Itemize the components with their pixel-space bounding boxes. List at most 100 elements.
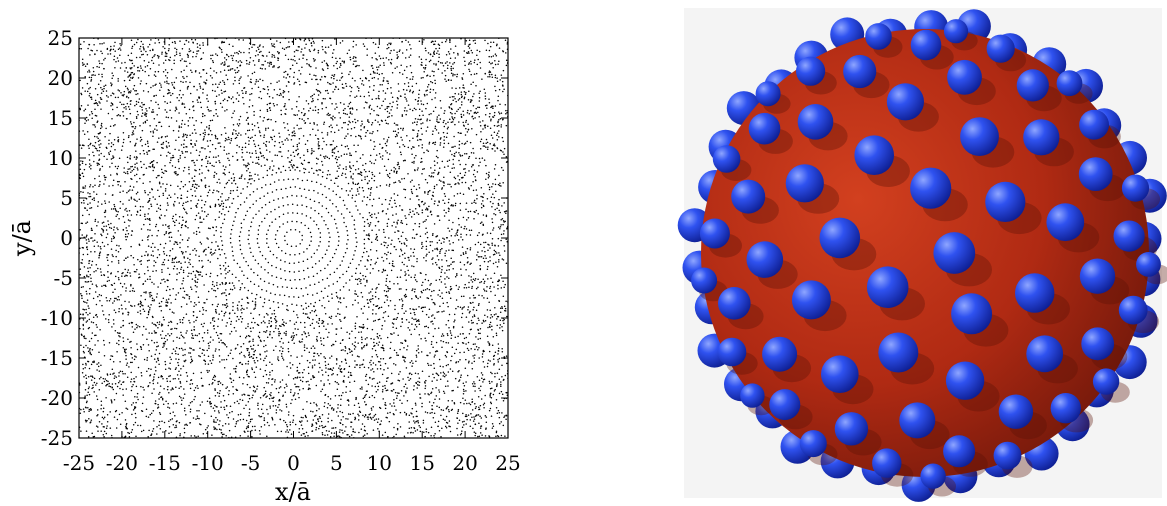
data-point — [161, 51, 163, 54]
data-point — [505, 300, 507, 303]
data-point — [212, 339, 214, 341]
data-point — [479, 140, 482, 143]
data-point — [246, 117, 249, 120]
data-point — [352, 46, 354, 48]
data-point — [255, 152, 257, 154]
data-point — [220, 63, 222, 65]
data-point — [117, 165, 120, 168]
data-point — [226, 305, 229, 307]
data-point — [235, 276, 237, 279]
data-point — [210, 57, 212, 60]
data-point — [461, 78, 464, 80]
data-point — [156, 345, 158, 348]
data-point — [129, 67, 131, 69]
data-point — [155, 223, 158, 226]
data-point — [214, 137, 217, 139]
data-point — [397, 161, 399, 164]
data-point — [108, 226, 111, 229]
data-point — [396, 276, 399, 279]
data-point — [241, 298, 243, 300]
data-point — [100, 233, 102, 236]
data-point — [151, 332, 153, 334]
data-point — [481, 157, 484, 159]
data-point — [401, 114, 404, 116]
data-point — [109, 174, 112, 176]
data-point — [454, 97, 456, 100]
data-point — [259, 339, 262, 341]
data-point — [368, 180, 371, 182]
data-point — [457, 371, 459, 373]
data-point — [336, 60, 338, 63]
data-point — [183, 409, 186, 412]
data-point — [263, 301, 266, 304]
data-point — [108, 153, 111, 156]
data-point — [371, 295, 374, 297]
data-point — [283, 235, 286, 237]
data-point — [185, 313, 188, 315]
data-point — [413, 265, 415, 268]
data-point — [282, 89, 285, 92]
data-point — [101, 304, 103, 307]
data-point — [492, 202, 494, 205]
data-point — [466, 131, 469, 133]
data-point — [420, 161, 422, 163]
data-point — [340, 155, 343, 157]
data-point — [402, 127, 405, 130]
data-point — [321, 424, 323, 427]
data-point — [432, 191, 434, 193]
data-point — [137, 258, 139, 261]
data-point — [376, 356, 379, 358]
data-point — [196, 50, 198, 52]
data-point — [378, 172, 381, 174]
data-point — [313, 415, 316, 417]
data-point — [176, 374, 179, 376]
data-point — [476, 171, 479, 173]
data-point — [416, 260, 418, 263]
data-point — [201, 115, 204, 118]
data-point — [436, 247, 438, 249]
data-point — [430, 426, 433, 429]
data-point — [88, 76, 91, 79]
data-point — [324, 360, 327, 363]
data-point — [368, 121, 370, 123]
data-point — [83, 309, 86, 311]
data-point — [137, 424, 139, 427]
data-point — [321, 388, 324, 391]
data-point — [292, 58, 294, 61]
data-point — [283, 179, 285, 181]
data-point — [462, 176, 464, 179]
data-point — [414, 222, 416, 225]
data-point — [392, 101, 394, 103]
data-point — [232, 224, 234, 227]
data-point — [122, 94, 125, 97]
data-point — [301, 333, 303, 336]
data-point — [151, 339, 153, 342]
data-point — [462, 392, 465, 395]
data-point — [273, 64, 275, 67]
data-point — [105, 432, 108, 435]
data-point — [115, 297, 117, 300]
data-point — [497, 202, 500, 205]
data-point — [364, 394, 366, 397]
data-point — [143, 358, 146, 361]
data-point — [117, 96, 119, 99]
data-point — [427, 279, 430, 282]
data-point — [258, 414, 260, 417]
data-point — [129, 103, 132, 105]
data-point — [249, 386, 251, 389]
data-point — [345, 270, 348, 273]
data-point — [489, 232, 492, 235]
data-point — [428, 205, 430, 208]
data-point — [287, 347, 290, 350]
data-point — [126, 408, 129, 410]
data-point — [256, 237, 259, 240]
data-point — [492, 144, 495, 147]
data-point — [89, 202, 91, 204]
data-point — [239, 64, 242, 67]
data-point — [459, 358, 461, 361]
data-point — [420, 338, 422, 340]
data-point — [294, 328, 296, 330]
data-point — [112, 155, 114, 157]
data-point — [497, 284, 499, 287]
data-point — [451, 370, 454, 373]
